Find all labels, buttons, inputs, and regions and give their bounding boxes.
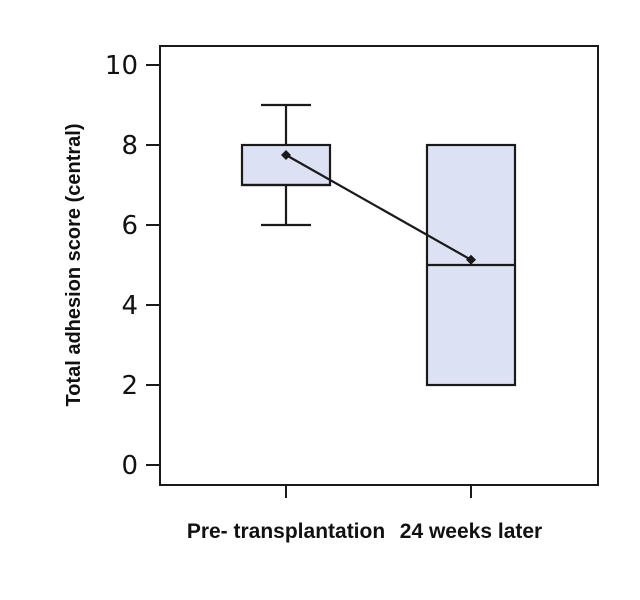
y-tick-label: 6	[121, 211, 138, 241]
y-axis-title: Total adhesion score (central)	[63, 123, 85, 406]
y-tick-label: 0	[121, 451, 138, 481]
mean-marker	[466, 254, 476, 265]
mean-marker	[281, 150, 291, 160]
y-tick-label: 2	[121, 371, 138, 401]
plot-frame	[159, 45, 599, 486]
y-tick-label: 10	[105, 51, 138, 81]
plot-area: 0 2 4 6 8 10 Pre- transplantation 24 weeks late…	[105, 45, 599, 543]
mean-connecting-line	[285, 154, 472, 261]
x-category-label: Pre- transplantation	[187, 520, 385, 543]
x-category-label: 24 weeks later	[400, 520, 542, 543]
y-tick-label: 4	[121, 291, 138, 321]
y-tick-label: 8	[121, 131, 138, 161]
